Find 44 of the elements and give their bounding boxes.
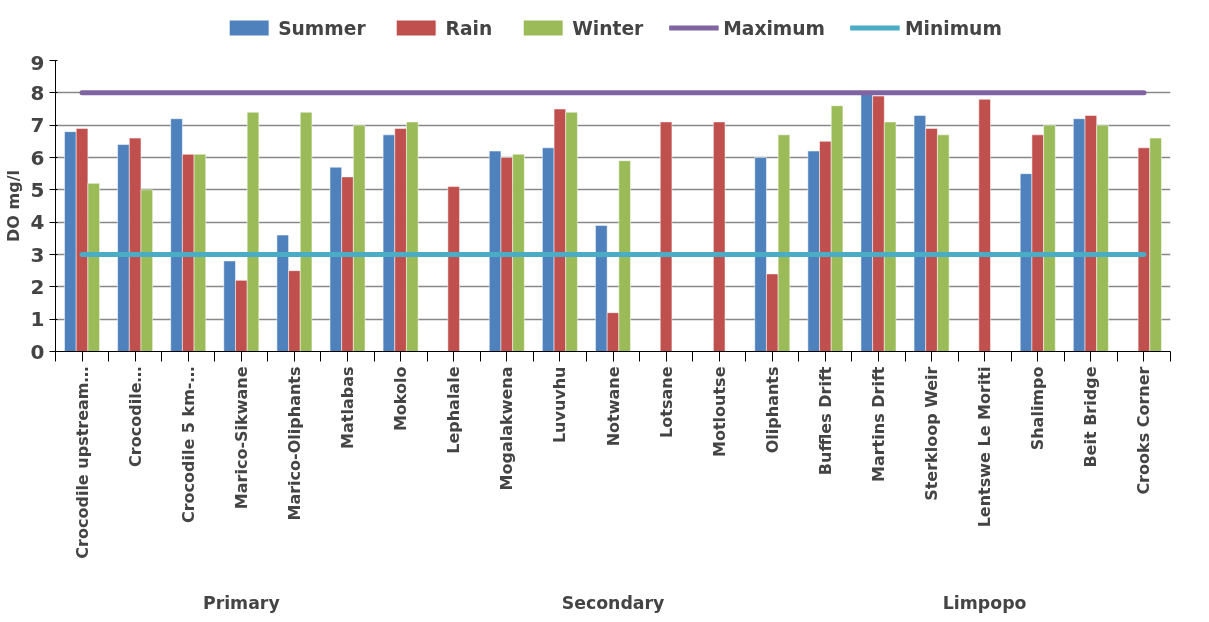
x-tick-label: Buffles Drift (815, 366, 835, 476)
x-tick-label: Sterkloop Weir (922, 366, 942, 501)
x-tick-label: Lentswe Le Moriti (975, 366, 995, 528)
y-tick-label: 8 (30, 80, 45, 105)
x-tick-label: Notwane (603, 366, 623, 447)
x-tick-label: Marico-Sikwane (231, 366, 251, 510)
y-tick-label: 3 (30, 242, 45, 267)
legend-label: Rain (445, 17, 493, 38)
x-tick-label: Crocodile… (125, 366, 145, 467)
x-tick-label: Motloutse (709, 366, 729, 457)
x-tick-label: Crooks Corner (1134, 366, 1154, 495)
bar (978, 99, 991, 352)
text: Secondary (561, 592, 665, 613)
x-tick-label: Lotsane (656, 366, 676, 438)
y-tick-label: 6 (30, 145, 45, 170)
x-tick-label: Martins Drift (868, 366, 888, 482)
x-tick-label: Luvuvhu (550, 366, 570, 444)
y-tick-label: 2 (30, 274, 45, 299)
y-tick-label: 9 (30, 50, 45, 75)
y-axis-title: DO mg/l (3, 170, 23, 242)
x-tick-label: Oliphants (762, 366, 782, 454)
text: Limpopo (942, 592, 1027, 613)
x-tick-label: Crocodile upstream… (72, 366, 92, 559)
y-tick-label: 5 (30, 177, 45, 202)
y-tick-label: 4 (30, 210, 45, 235)
x-tick-label: Lephalale (444, 366, 464, 454)
bar (713, 121, 726, 352)
x-tick-label: Beit Bridge (1081, 366, 1101, 468)
x-tick-label: Shalimpo (1028, 366, 1048, 451)
legend-label: Maximum (723, 17, 826, 38)
text: Primary (202, 592, 280, 613)
bar (447, 186, 460, 352)
x-tick-label: Matlabas (338, 366, 358, 449)
x-tick-label: Mokolo (391, 366, 411, 432)
bar (660, 121, 673, 352)
x-tick-label: Crocodile 5 km-… (178, 366, 198, 524)
y-tick-label: 0 (30, 339, 45, 364)
y-tick-label: 7 (30, 113, 45, 138)
x-tick-label: Mogalakwena (497, 366, 517, 491)
legend-label: Minimum (905, 17, 1002, 38)
legend-label: Winter (572, 17, 644, 38)
x-tick-label: Marico-Oliphants (284, 366, 304, 521)
y-tick-label: 1 (30, 307, 45, 332)
legend-label: Summer (278, 17, 366, 38)
